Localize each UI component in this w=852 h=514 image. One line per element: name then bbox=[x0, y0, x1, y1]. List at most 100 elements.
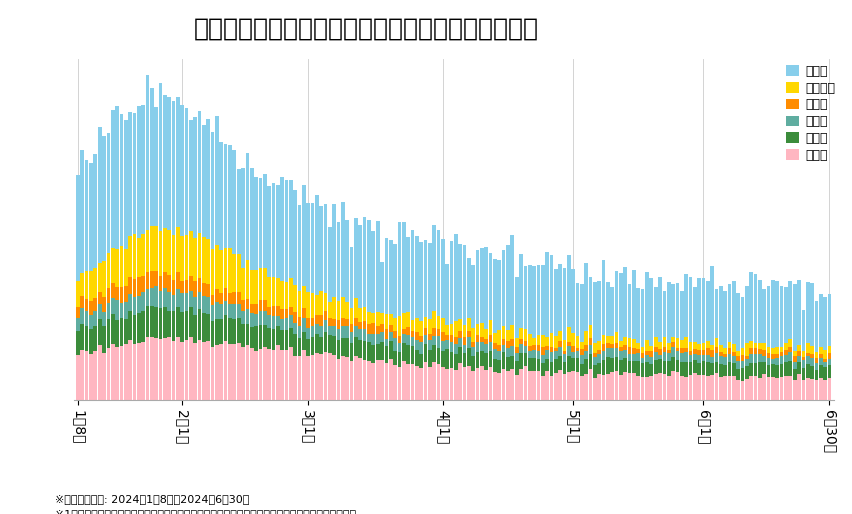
Bar bbox=[202, 313, 206, 342]
Bar bbox=[354, 318, 358, 326]
Bar bbox=[146, 272, 149, 289]
Bar bbox=[562, 268, 567, 340]
Bar bbox=[76, 175, 80, 281]
Bar bbox=[411, 364, 414, 400]
Bar bbox=[593, 365, 596, 378]
Bar bbox=[189, 120, 193, 231]
Bar bbox=[771, 359, 774, 364]
Bar bbox=[141, 234, 145, 276]
Bar bbox=[711, 350, 714, 357]
Bar bbox=[602, 344, 606, 352]
Bar bbox=[154, 227, 158, 271]
Bar bbox=[124, 344, 128, 400]
Bar bbox=[780, 356, 784, 364]
Bar bbox=[428, 243, 432, 319]
Bar bbox=[419, 354, 423, 368]
Bar bbox=[293, 322, 297, 334]
Bar bbox=[215, 116, 219, 245]
Bar bbox=[784, 287, 788, 343]
Bar bbox=[245, 261, 249, 299]
Bar bbox=[680, 347, 683, 353]
Bar bbox=[615, 271, 619, 332]
Bar bbox=[380, 262, 384, 313]
Bar bbox=[254, 326, 258, 351]
Bar bbox=[728, 354, 731, 362]
Bar bbox=[480, 366, 484, 400]
Bar bbox=[146, 306, 149, 337]
Bar bbox=[632, 361, 636, 373]
Bar bbox=[415, 366, 418, 400]
Bar bbox=[506, 357, 509, 371]
Bar bbox=[263, 325, 267, 347]
Bar bbox=[181, 342, 184, 400]
Bar bbox=[554, 359, 557, 373]
Bar bbox=[94, 298, 97, 311]
Bar bbox=[189, 337, 193, 400]
Bar bbox=[615, 343, 619, 347]
Bar bbox=[302, 286, 306, 308]
Bar bbox=[423, 335, 428, 344]
Bar bbox=[141, 311, 145, 342]
Bar bbox=[827, 359, 832, 365]
Bar bbox=[723, 354, 727, 357]
Bar bbox=[750, 348, 753, 354]
Bar bbox=[119, 287, 124, 303]
Bar bbox=[268, 316, 271, 328]
Bar bbox=[653, 287, 658, 337]
Bar bbox=[94, 326, 97, 351]
Bar bbox=[324, 311, 327, 320]
Bar bbox=[80, 307, 84, 324]
Bar bbox=[102, 353, 106, 400]
Bar bbox=[802, 357, 805, 360]
Bar bbox=[224, 301, 227, 316]
Bar bbox=[567, 372, 571, 400]
Bar bbox=[311, 337, 314, 355]
Bar bbox=[467, 338, 471, 348]
Bar bbox=[111, 110, 114, 248]
Bar bbox=[350, 323, 354, 332]
Bar bbox=[402, 334, 406, 343]
Bar bbox=[519, 344, 523, 353]
Bar bbox=[289, 180, 292, 278]
Bar bbox=[793, 362, 797, 369]
Bar bbox=[715, 347, 718, 354]
Bar bbox=[719, 356, 722, 364]
Bar bbox=[350, 332, 354, 343]
Bar bbox=[129, 277, 132, 294]
Bar bbox=[263, 300, 267, 311]
Bar bbox=[181, 105, 184, 236]
Bar bbox=[562, 351, 567, 354]
Bar bbox=[202, 237, 206, 283]
Bar bbox=[245, 299, 249, 309]
Bar bbox=[106, 287, 110, 303]
Bar bbox=[793, 379, 797, 400]
Bar bbox=[150, 288, 153, 306]
Bar bbox=[436, 230, 440, 316]
Bar bbox=[815, 352, 818, 358]
Bar bbox=[467, 319, 471, 331]
Bar bbox=[133, 233, 136, 279]
Bar bbox=[810, 366, 814, 378]
Bar bbox=[289, 328, 292, 347]
Bar bbox=[558, 341, 562, 347]
Bar bbox=[680, 353, 683, 362]
Bar bbox=[572, 353, 575, 358]
Bar bbox=[663, 374, 666, 400]
Bar bbox=[632, 373, 636, 400]
Bar bbox=[645, 355, 649, 362]
Bar bbox=[510, 339, 514, 346]
Bar bbox=[663, 352, 666, 361]
Bar bbox=[471, 346, 475, 356]
Bar bbox=[502, 326, 505, 339]
Bar bbox=[115, 249, 119, 287]
Bar bbox=[723, 357, 727, 365]
Bar bbox=[154, 338, 158, 400]
Bar bbox=[241, 324, 245, 347]
Bar bbox=[823, 380, 827, 400]
Bar bbox=[532, 338, 536, 345]
Bar bbox=[688, 375, 693, 400]
Bar bbox=[458, 319, 462, 331]
Bar bbox=[210, 321, 215, 347]
Bar bbox=[376, 344, 379, 360]
Bar bbox=[523, 329, 527, 341]
